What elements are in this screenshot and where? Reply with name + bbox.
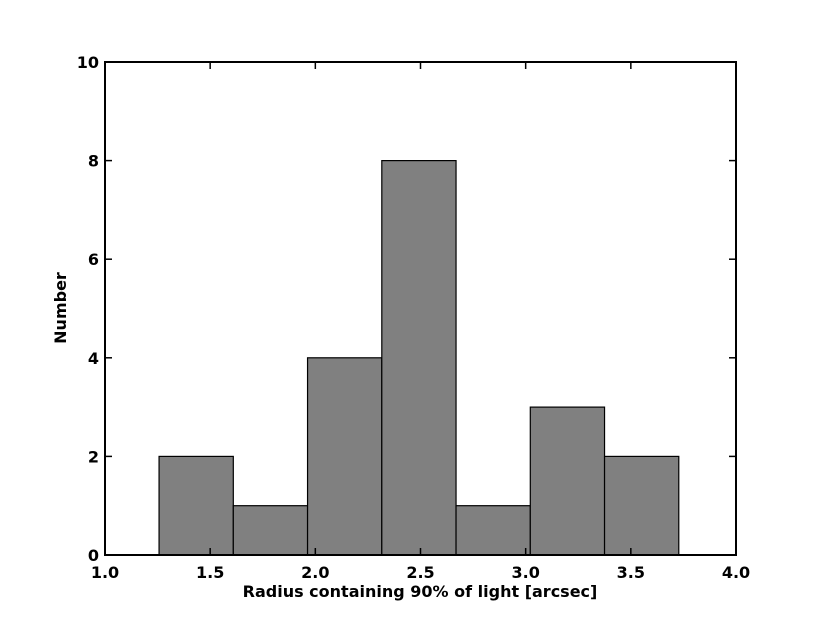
bar (306, 357, 383, 556)
bar (232, 505, 309, 556)
bar (455, 505, 531, 556)
y-tick-label: 6 (88, 250, 99, 269)
x-tick-label: 2.0 (301, 563, 329, 582)
y-tick-label: 0 (88, 546, 99, 565)
y-tick-label: 10 (77, 53, 99, 72)
bar (158, 455, 234, 556)
x-tick-label: 3.0 (511, 563, 539, 582)
bar (603, 455, 680, 556)
y-tick-label: 2 (88, 447, 99, 466)
bar (381, 160, 457, 556)
x-tick-label: 3.5 (617, 563, 645, 582)
y-axis-label: Number (51, 272, 70, 344)
x-tick-label: 1.0 (91, 563, 119, 582)
x-tick-label: 4.0 (722, 563, 750, 582)
x-tick-label: 1.5 (196, 563, 224, 582)
x-axis-label: Radius containing 90% of light [arcsec] (243, 582, 598, 601)
y-tick-label: 4 (88, 349, 99, 368)
bar (529, 406, 606, 556)
x-tick-label: 2.5 (406, 563, 434, 582)
y-tick-label: 8 (88, 152, 99, 171)
